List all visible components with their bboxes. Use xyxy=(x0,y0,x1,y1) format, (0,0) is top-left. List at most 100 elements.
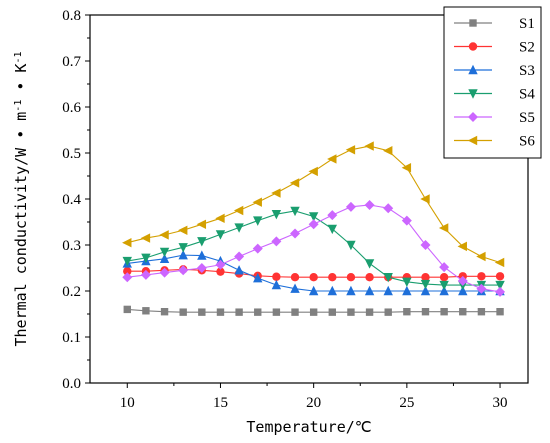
data-point-S4 xyxy=(327,224,337,235)
y-tick-label: 0.8 xyxy=(62,8,81,24)
legend-marker-S5 xyxy=(468,112,478,122)
y-tick-label: 0.0 xyxy=(62,376,81,392)
data-point-S1 xyxy=(142,307,150,315)
data-point-S3 xyxy=(197,250,207,260)
data-point-S6 xyxy=(438,223,449,233)
data-point-S6 xyxy=(327,154,337,164)
data-point-S4 xyxy=(290,206,300,217)
series-S6 xyxy=(122,141,505,268)
y-axis-title-part: • K xyxy=(12,64,30,100)
data-point-S5 xyxy=(178,265,189,276)
y-axis-title-exponent: -1 xyxy=(13,51,24,63)
data-point-S5 xyxy=(439,262,450,273)
data-point-S4 xyxy=(439,280,449,291)
y-tick-label: 0.2 xyxy=(62,284,81,300)
data-point-S2 xyxy=(477,272,486,281)
data-point-S6 xyxy=(159,230,169,240)
data-point-S3 xyxy=(364,285,375,296)
data-point-S3 xyxy=(346,285,356,296)
data-point-S2 xyxy=(290,273,300,282)
data-point-S1 xyxy=(309,308,318,316)
data-point-S6 xyxy=(345,145,356,155)
data-point-S6 xyxy=(457,241,467,252)
data-point-S1 xyxy=(198,308,206,316)
y-axis-title-part: m xyxy=(12,112,30,121)
data-point-S6 xyxy=(215,213,225,224)
data-point-S6 xyxy=(383,146,393,156)
data-point-S3 xyxy=(178,249,188,260)
data-point-S5 xyxy=(159,267,170,278)
data-point-S4 xyxy=(420,279,431,290)
data-point-S6 xyxy=(252,197,262,207)
data-point-S5 xyxy=(345,201,356,212)
data-point-S1 xyxy=(365,308,374,316)
legend-marker-S6 xyxy=(467,135,478,146)
data-point-S1 xyxy=(328,308,336,316)
data-point-S3 xyxy=(327,285,337,296)
data-point-S2 xyxy=(309,273,318,282)
data-point-S5 xyxy=(252,243,263,254)
x-tick-label: 10 xyxy=(120,395,135,411)
data-point-S3 xyxy=(458,285,468,296)
data-point-S1 xyxy=(291,308,299,316)
data-point-S4 xyxy=(141,253,151,264)
legend-label-S2: S2 xyxy=(519,40,535,56)
data-point-S6 xyxy=(177,225,188,235)
data-point-S2 xyxy=(272,272,281,281)
data-point-S6 xyxy=(196,219,207,229)
data-point-S6 xyxy=(233,205,244,216)
data-point-S3 xyxy=(234,265,244,275)
x-tick-label: 30 xyxy=(493,395,508,411)
y-tick-label: 0.7 xyxy=(62,54,81,70)
data-point-S5 xyxy=(196,263,207,273)
data-point-S4 xyxy=(253,216,263,226)
data-point-S1 xyxy=(179,308,187,316)
x-tick-label: 20 xyxy=(306,395,321,411)
data-point-S4 xyxy=(159,247,170,258)
legend-box xyxy=(443,6,542,159)
data-point-S5 xyxy=(122,272,133,283)
x-axis-title: Temperature/℃ xyxy=(246,418,371,436)
data-point-S4 xyxy=(495,280,505,291)
data-point-S5 xyxy=(271,236,282,247)
data-point-S5 xyxy=(234,251,245,262)
legend-label-S1: S1 xyxy=(519,16,535,32)
x-tick-label: 25 xyxy=(399,395,414,411)
data-point-S1 xyxy=(123,305,131,314)
data-point-S1 xyxy=(216,308,225,316)
data-point-S4 xyxy=(122,256,132,267)
data-point-S1 xyxy=(477,308,486,316)
x-tick-label: 15 xyxy=(213,395,228,411)
data-point-S6 xyxy=(271,188,281,198)
data-point-S6 xyxy=(401,163,412,173)
data-point-S1 xyxy=(160,308,169,316)
legend-marker-S3 xyxy=(468,64,478,75)
data-point-S1 xyxy=(384,308,392,316)
legend-label-S5: S5 xyxy=(519,110,535,126)
data-point-S1 xyxy=(254,308,262,316)
legend-label-S4: S4 xyxy=(519,87,535,103)
y-tick-label: 0.1 xyxy=(62,330,81,346)
legend-marker-S4 xyxy=(468,89,478,99)
data-point-S1 xyxy=(272,308,281,316)
data-point-S1 xyxy=(403,308,411,316)
axes: 10 15 20 25 30 0.0 0.1 0.2 0.3 0.4 0.5 0.6 0.7 0.8 xyxy=(62,8,529,411)
data-point-S4 xyxy=(346,240,356,251)
data-point-S6 xyxy=(122,238,132,248)
data-point-S4 xyxy=(234,223,244,233)
legend-label-S6: S6 xyxy=(519,134,535,150)
data-point-S6 xyxy=(420,194,430,204)
data-point-S5 xyxy=(457,275,468,286)
data-point-S3 xyxy=(271,279,282,290)
data-point-S4 xyxy=(271,209,282,220)
data-point-S3 xyxy=(383,285,393,296)
data-point-S4 xyxy=(178,243,188,253)
y-tick-label: 0.4 xyxy=(62,192,81,208)
data-point-S6 xyxy=(140,233,151,243)
data-point-S1 xyxy=(496,308,504,316)
data-point-S4 xyxy=(197,237,207,247)
data-point-S1 xyxy=(459,308,467,316)
y-axis-title: Thermal conductivity/W • m-1 • K-1 xyxy=(12,51,30,346)
data-point-S5 xyxy=(495,286,506,297)
